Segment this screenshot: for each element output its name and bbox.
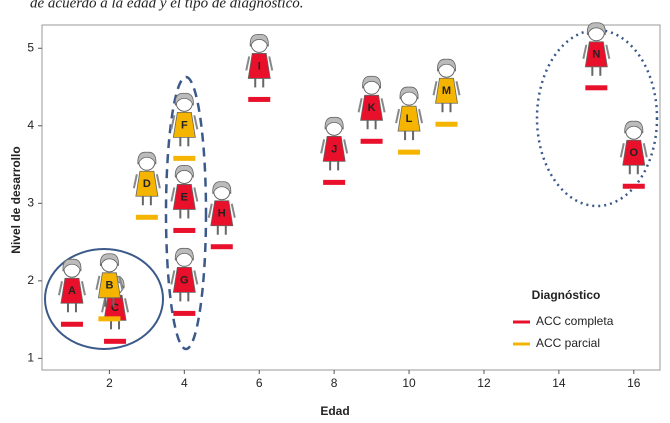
point-label: H <box>218 208 226 220</box>
x-tick-label: 14 <box>552 376 566 390</box>
child-icon: N <box>583 23 609 76</box>
arm <box>457 81 460 95</box>
arm <box>606 45 609 59</box>
child-icon: M <box>434 59 460 112</box>
point-marker <box>173 156 195 161</box>
point-marker <box>361 139 383 144</box>
x-tick-label: 6 <box>256 376 263 390</box>
child-icon: O <box>621 121 647 174</box>
child-icon: D <box>134 152 160 205</box>
point-label: G <box>180 274 189 286</box>
arm <box>171 270 174 284</box>
point-label: B <box>105 280 113 292</box>
y-tick-label: 2 <box>27 273 34 287</box>
child-icon: G <box>171 248 197 301</box>
x-tick-label: 16 <box>627 376 641 390</box>
arm <box>344 139 347 153</box>
arm <box>359 98 362 112</box>
y-tick-label: 3 <box>27 195 34 209</box>
arm <box>419 109 422 123</box>
legend-title: Diagnóstico <box>532 288 601 302</box>
point-label: O <box>630 147 639 159</box>
arm <box>157 174 160 188</box>
arm <box>194 187 197 201</box>
point-marker <box>173 228 195 233</box>
point-label: F <box>181 119 188 131</box>
child-icon: E <box>171 165 197 218</box>
arm <box>644 143 647 157</box>
point-label: J <box>331 143 337 155</box>
point-label: D <box>143 178 151 190</box>
child-icon: F <box>171 93 197 146</box>
x-tick-label: 4 <box>181 376 188 390</box>
point-label: A <box>68 285 76 297</box>
point-label: N <box>592 49 600 61</box>
x-tick-label: 8 <box>331 376 338 390</box>
arm <box>209 204 212 218</box>
arm <box>194 115 197 129</box>
point-label: I <box>258 60 261 72</box>
arm <box>59 281 62 295</box>
point-label: K <box>368 102 376 114</box>
subtitle: de acuerdo a la edad y el tipo de diagnó… <box>30 0 304 11</box>
y-tick-label: 1 <box>27 351 34 365</box>
arm <box>134 174 137 188</box>
arm <box>621 143 624 157</box>
arm <box>125 298 128 312</box>
child-icon: I <box>246 34 272 87</box>
point-marker <box>436 122 458 127</box>
point-marker <box>623 184 645 189</box>
point-marker <box>104 339 126 344</box>
point-marker <box>98 316 120 321</box>
point-marker <box>136 215 158 220</box>
y-tick-label: 4 <box>27 118 34 132</box>
child-icon: K <box>359 76 385 129</box>
arm <box>382 98 385 112</box>
chart: de acuerdo a la edad y el tipo de diagnó… <box>0 0 670 423</box>
point-marker <box>585 85 607 90</box>
child-icon: L <box>396 87 422 140</box>
point-label: E <box>181 191 188 203</box>
arm <box>194 270 197 284</box>
arm <box>434 81 437 95</box>
x-axis-label: Edad <box>320 404 349 418</box>
x-tick-label: 2 <box>106 376 113 390</box>
point-label: C <box>111 302 119 314</box>
point-label: L <box>406 113 413 125</box>
arm <box>396 109 399 123</box>
arm <box>321 139 324 153</box>
y-tick-label: 5 <box>27 40 34 54</box>
point-marker <box>248 97 270 102</box>
x-tick-label: 10 <box>402 376 416 390</box>
arm <box>269 56 272 70</box>
legend-label: ACC completa <box>536 314 614 328</box>
legend-label: ACC parcial <box>536 336 600 350</box>
arm <box>82 281 85 295</box>
arm <box>171 187 174 201</box>
arm <box>583 45 586 59</box>
x-tick-label: 12 <box>477 376 491 390</box>
point-marker <box>173 311 195 316</box>
point-marker <box>323 180 345 185</box>
arm <box>246 56 249 70</box>
point-marker <box>398 150 420 155</box>
point-label: M <box>442 85 451 97</box>
arm <box>96 276 99 290</box>
point-marker <box>61 322 83 327</box>
child-icon: J <box>321 117 347 170</box>
point-marker <box>211 244 233 249</box>
child-icon: A <box>59 259 85 312</box>
child-icon: H <box>209 182 235 235</box>
arm <box>232 204 235 218</box>
y-axis-label: Nivel de desarrollo <box>9 146 23 253</box>
